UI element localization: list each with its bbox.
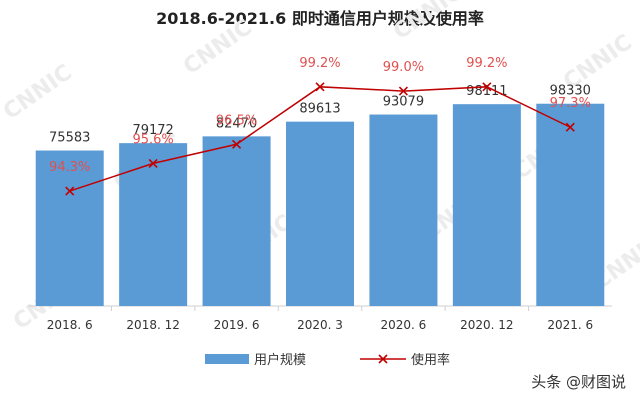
usage-rate-point — [315, 82, 325, 92]
x-tick-label: 2020. 6 — [381, 318, 427, 332]
bar-value-label: 98330 — [550, 84, 591, 99]
source-attribution: 头条 @财图说 — [531, 373, 626, 391]
bar-value-label: 75583 — [49, 131, 90, 146]
legend-line-label: 使用率 — [411, 352, 450, 368]
usage-rate-point — [482, 82, 492, 92]
usage-rate-label: 96.5% — [216, 113, 257, 128]
x-tick-label: 2021. 6 — [547, 318, 593, 332]
usage-rate-label: 94.3% — [49, 160, 90, 175]
bar-user-scale — [536, 103, 605, 306]
usage-rate-point — [232, 139, 242, 149]
bar-value-label: 93079 — [383, 95, 424, 110]
bar-user-scale — [369, 114, 438, 307]
bar-user-scale — [452, 104, 521, 306]
legend-bar-label: 用户规模 — [254, 352, 306, 368]
legend-bar-swatch — [205, 354, 249, 364]
bar-user-scale — [286, 121, 354, 306]
usage-rate-label: 99.2% — [466, 56, 507, 71]
bar-user-scale — [202, 136, 271, 306]
usage-rate-point — [565, 122, 575, 132]
bar-user-scale — [35, 150, 104, 306]
usage-rate-point — [148, 158, 158, 168]
bar-value-label: 79172 — [132, 123, 173, 138]
bar-value-label: 89613 — [299, 102, 340, 117]
x-tick-label: 2019. 6 — [214, 318, 260, 332]
usage-rate-point — [398, 86, 408, 96]
watermark-text: CNNIC — [0, 60, 77, 125]
usage-rate-point — [65, 186, 75, 196]
x-tick-label: 2018. 6 — [47, 318, 93, 332]
usage-rate-label: 99.0% — [383, 60, 424, 75]
usage-rate-label: 99.2% — [299, 56, 340, 71]
bar-user-scale — [119, 143, 188, 306]
usage-rate-label: 95.6% — [132, 132, 173, 147]
chart-title: 2018.6-2021.6 即时通信用户规模及使用率 — [156, 9, 484, 28]
legend-line-marker — [378, 354, 388, 364]
x-tick-label: 2020. 3 — [297, 318, 343, 332]
bar-value-label: 82470 — [216, 116, 257, 131]
x-tick-label: 2018. 12 — [126, 318, 179, 332]
usage-rate-label: 97.3% — [550, 96, 591, 111]
x-tick-label: 2020. 12 — [460, 318, 513, 332]
